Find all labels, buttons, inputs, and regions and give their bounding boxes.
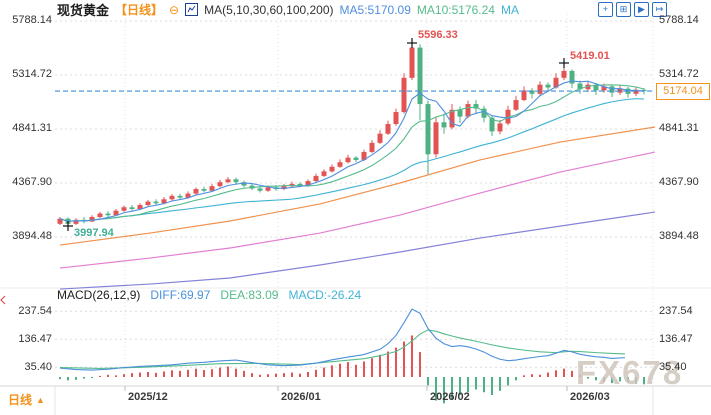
macd-axis-label: 237.54 [659,305,693,318]
price-axis-label: 5314.72 [659,68,699,80]
price-axis-label: 3894.48 [12,230,52,242]
price-annotation: 3997.94 [74,227,114,239]
macd-config-label[interactable]: MACD(26,12,9) [57,288,141,302]
collapse-icon[interactable]: ⊖ [169,2,180,17]
period-tag[interactable]: 【日线】 [115,3,164,17]
price-annotation: 5419.01 [570,50,610,62]
macd-axis-label: 35.40 [24,361,52,374]
current-price-badge: 5174.04 [656,83,710,101]
diff-value: DIFF:69.97 [150,288,211,302]
measure-icon[interactable]: ⊞ [616,2,631,17]
arrow-up-icon: ▲ [36,394,45,405]
symbol-title: 现货黄金 [57,3,110,18]
price-axis-label: 4367.90 [12,175,52,188]
date-label: 2026/02 [430,391,470,403]
macd-axis-label: 237.54 [18,305,52,318]
date-label: 2026/01 [281,391,321,403]
ma-config-label[interactable]: MA(5,10,30,60,100,200) [204,2,334,17]
price-axis-label: 5788.14 [659,14,699,26]
price-axis-label: 5788.14 [12,14,52,26]
dea-value: DEA:83.09 [220,288,279,302]
ma-more-value: MA [500,2,519,17]
export-icon[interactable]: ↦ [652,2,667,17]
kline-settings-icon[interactable] [185,3,199,16]
macd-axis-label: 136.47 [659,333,693,346]
watermark: FX678 [576,354,684,391]
ma10-value: MA10:5176.24 [416,2,495,17]
period-selector-label: 日线 [8,393,33,407]
macd-value: MACD:-26.24 [288,288,362,302]
price-axis-label: 4367.90 [659,175,699,188]
pan-icon[interactable]: + [598,2,613,17]
main-header: 现货黄金 【日线】 ⊖ MA(5,10,30,60,100,200) MA5:5… [57,2,519,19]
price-axis-label: 4841.31 [659,122,699,134]
playback-icon[interactable]: ▶ [634,2,649,17]
price-annotation: 5596.33 [418,29,458,41]
date-label: 2025/12 [128,391,168,403]
price-axis-label: 3894.48 [659,230,699,242]
ma5-value: MA5:5170.09 [339,2,411,17]
macd-header: MACD(26,12,9) DIFF:69.97 DEA:83.09 MACD:… [57,288,361,302]
chart-toolbar: + ⊞ ▶ ↦ [598,2,667,17]
price-axis-label: 5314.72 [12,68,52,80]
period-selector[interactable]: 日线 ▲ [8,391,45,408]
macd-axis-label: 35.40 [659,361,687,374]
price-axis-label: 4841.31 [12,122,52,134]
macd-axis-label: 136.47 [18,333,52,346]
date-label: 2026/03 [570,391,610,403]
